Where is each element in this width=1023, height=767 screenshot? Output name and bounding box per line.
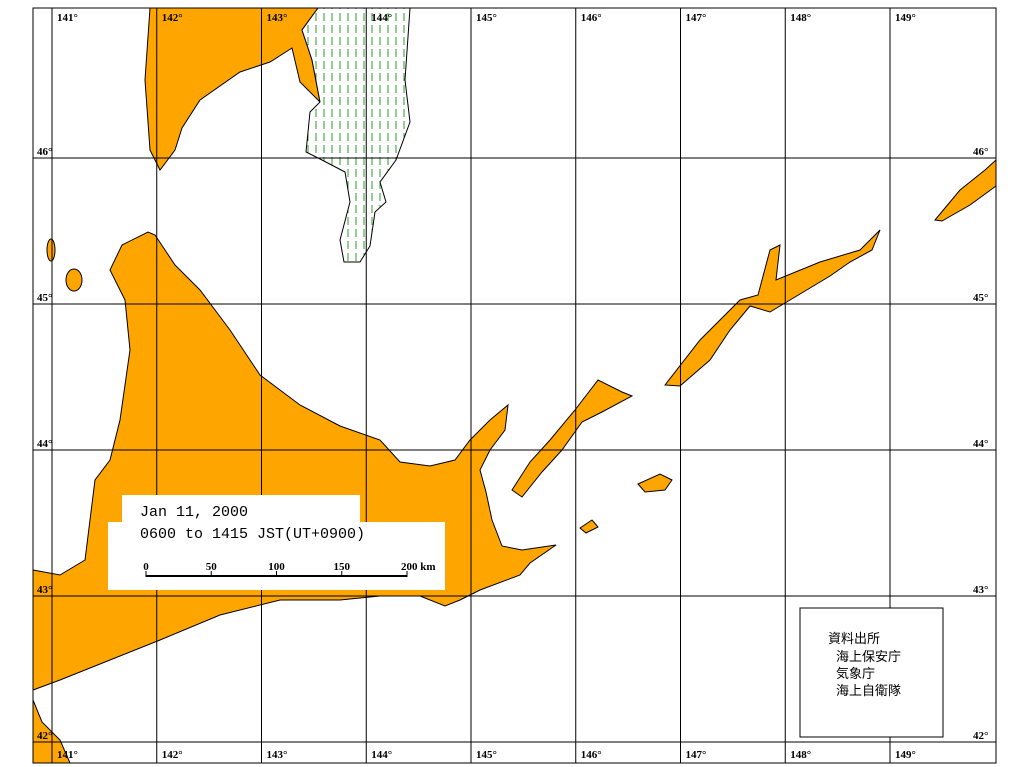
longitude-label: 147° xyxy=(686,749,707,761)
latitude-label: 45° xyxy=(973,292,988,304)
source-agency: 気象庁 xyxy=(836,666,875,682)
longitude-label: 146° xyxy=(581,749,602,761)
longitude-label: 141° xyxy=(57,12,78,24)
info-box-body xyxy=(108,522,445,590)
source-title: 資料出所 xyxy=(828,632,880,647)
longitude-label: 149° xyxy=(895,12,916,24)
longitude-label: 142° xyxy=(162,12,183,24)
latitude-label: 42° xyxy=(37,730,52,742)
scale-label: 150 xyxy=(334,561,351,573)
latitude-label: 43° xyxy=(973,584,988,596)
source-agency: 海上自衛隊 xyxy=(836,683,901,699)
longitude-label: 146° xyxy=(581,12,602,24)
kunashiri xyxy=(511,379,634,498)
info-box: Jan 11, 2000 0600 to 1415 JST(UT+0900) 0… xyxy=(108,495,445,590)
scale-label: 50 xyxy=(206,561,218,573)
scale-label: 200 km xyxy=(401,561,436,573)
source-agency: 海上保安庁 xyxy=(836,650,901,665)
scale-ticks: 0 50 100 150 200 km xyxy=(143,561,436,577)
source-frame xyxy=(799,607,944,738)
habomai xyxy=(579,519,599,534)
longitude-label: 148° xyxy=(790,12,811,24)
longitude-label: 144° xyxy=(371,12,392,24)
rebun xyxy=(46,238,56,262)
info-box-top xyxy=(122,495,360,525)
scale-label: 0 xyxy=(143,561,149,573)
source-box: 資料出所 海上保安庁 気象庁 海上自衛隊 xyxy=(799,607,944,738)
longitude-label: 143° xyxy=(267,749,288,761)
date-text: Jan 11, 2000 xyxy=(140,504,248,521)
longitude-label: 141° xyxy=(57,749,78,761)
longitude-label: 144° xyxy=(371,749,392,761)
graticule: 141° 142° 143° 144° 145° 146° 147° 148° 149° 141°… xyxy=(33,8,996,763)
latitude-label: 46° xyxy=(973,146,988,158)
longitude-label: 143° xyxy=(267,12,288,24)
shikotan xyxy=(637,473,673,493)
iturup xyxy=(664,229,881,387)
scale-label: 100 xyxy=(268,561,285,573)
latitude-label: 45° xyxy=(37,292,52,304)
latitude-label: 42° xyxy=(973,730,988,742)
latitude-label: 46° xyxy=(37,146,52,158)
longitude-label: 147° xyxy=(686,12,707,24)
latitude-label: 44° xyxy=(37,438,52,450)
longitude-label: 148° xyxy=(790,749,811,761)
time-text: 0600 to 1415 JST(UT+0900) xyxy=(140,526,365,543)
longitude-label: 149° xyxy=(895,749,916,761)
latitude-label: 43° xyxy=(37,584,52,596)
longitude-label: 145° xyxy=(476,12,497,24)
longitude-label: 142° xyxy=(162,749,183,761)
rishiri xyxy=(65,268,83,292)
latitude-label: 44° xyxy=(973,438,988,450)
sakhalin-ice xyxy=(301,7,411,263)
map-frame xyxy=(32,7,997,764)
longitude-label: 145° xyxy=(476,749,497,761)
